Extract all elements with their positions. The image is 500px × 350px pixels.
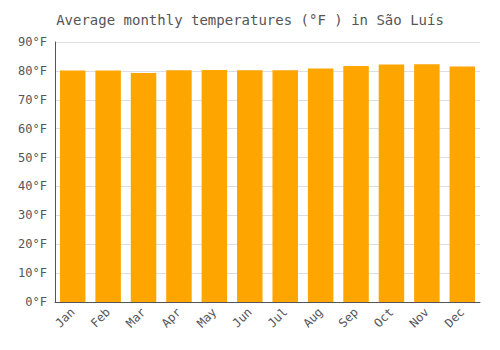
svg-text:10°F: 10°F (18, 266, 47, 280)
svg-text:Jun: Jun (230, 305, 255, 330)
svg-text:60°F: 60°F (18, 122, 47, 136)
svg-text:20°F: 20°F (18, 237, 47, 251)
svg-text:Feb: Feb (88, 305, 113, 330)
svg-text:Nov: Nov (407, 305, 432, 330)
svg-text:Apr: Apr (159, 305, 184, 330)
svg-text:70°F: 70°F (18, 93, 47, 107)
svg-text:Mar: Mar (123, 305, 148, 330)
svg-text:40°F: 40°F (18, 179, 47, 193)
svg-text:Dec: Dec (442, 305, 467, 330)
svg-text:Average monthly temperatures (: Average monthly temperatures (°F ) in Sã… (56, 12, 444, 28)
svg-text:50°F: 50°F (18, 151, 47, 165)
svg-text:Oct: Oct (371, 305, 396, 330)
svg-text:Jan: Jan (52, 305, 77, 330)
svg-text:90°F: 90°F (18, 35, 47, 49)
svg-text:0°F: 0°F (25, 295, 47, 309)
svg-text:80°F: 80°F (18, 64, 47, 78)
svg-text:Jul: Jul (265, 305, 290, 330)
svg-text:Aug: Aug (300, 305, 325, 330)
svg-text:Sep: Sep (336, 305, 361, 330)
svg-text:May: May (194, 305, 219, 330)
svg-text:30°F: 30°F (18, 208, 47, 222)
